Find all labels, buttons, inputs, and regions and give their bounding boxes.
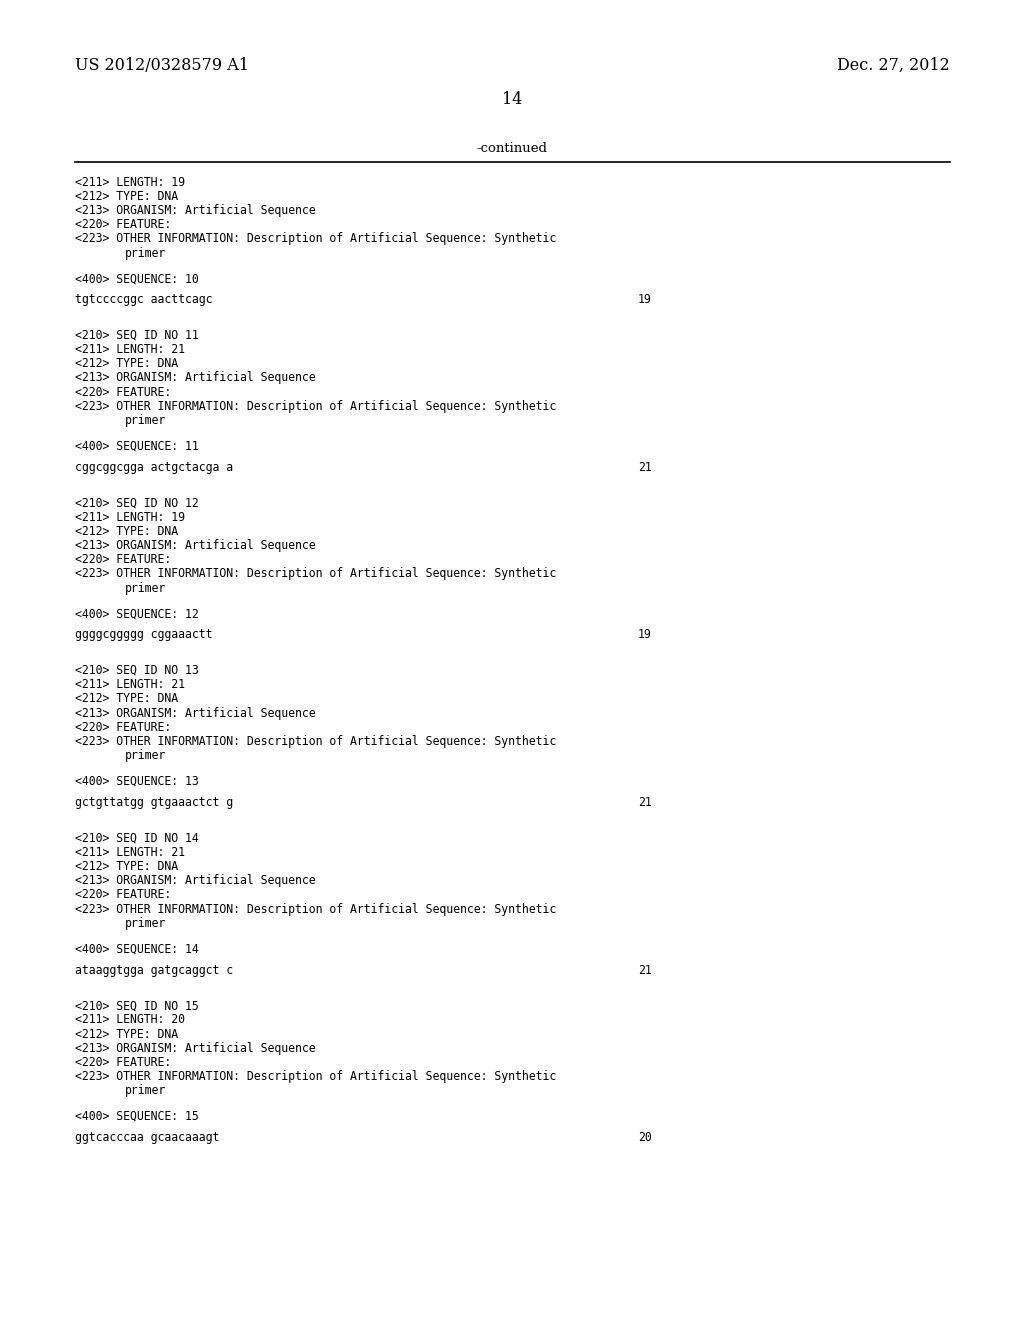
Text: <211> LENGTH: 19: <211> LENGTH: 19: [75, 511, 185, 524]
Text: <400> SEQUENCE: 12: <400> SEQUENCE: 12: [75, 607, 199, 620]
Text: <223> OTHER INFORMATION: Description of Artificial Sequence: Synthetic: <223> OTHER INFORMATION: Description of …: [75, 400, 556, 413]
Text: <223> OTHER INFORMATION: Description of Artificial Sequence: Synthetic: <223> OTHER INFORMATION: Description of …: [75, 1071, 556, 1084]
Text: <210> SEQ ID NO 13: <210> SEQ ID NO 13: [75, 664, 199, 677]
Text: <223> OTHER INFORMATION: Description of Artificial Sequence: Synthetic: <223> OTHER INFORMATION: Description of …: [75, 568, 556, 581]
Text: tgtccccggc aacttcagc: tgtccccggc aacttcagc: [75, 293, 213, 306]
Text: primer: primer: [125, 1084, 166, 1097]
Text: gctgttatgg gtgaaactct g: gctgttatgg gtgaaactct g: [75, 796, 233, 809]
Text: primer: primer: [125, 414, 166, 428]
Text: <400> SEQUENCE: 13: <400> SEQUENCE: 13: [75, 775, 199, 788]
Text: primer: primer: [125, 750, 166, 762]
Text: primer: primer: [125, 582, 166, 594]
Text: <211> LENGTH: 20: <211> LENGTH: 20: [75, 1014, 185, 1027]
Text: cggcggcgga actgctacga a: cggcggcgga actgctacga a: [75, 461, 233, 474]
Text: 21: 21: [638, 796, 651, 809]
Text: <220> FEATURE:: <220> FEATURE:: [75, 721, 171, 734]
Text: <210> SEQ ID NO 14: <210> SEQ ID NO 14: [75, 832, 199, 845]
Text: <213> ORGANISM: Artificial Sequence: <213> ORGANISM: Artificial Sequence: [75, 1041, 315, 1055]
Text: <212> TYPE: DNA: <212> TYPE: DNA: [75, 1027, 178, 1040]
Text: -continued: -continued: [476, 141, 548, 154]
Text: primer: primer: [125, 917, 166, 929]
Text: primer: primer: [125, 247, 166, 260]
Text: <223> OTHER INFORMATION: Description of Artificial Sequence: Synthetic: <223> OTHER INFORMATION: Description of …: [75, 735, 556, 748]
Text: <212> TYPE: DNA: <212> TYPE: DNA: [75, 525, 178, 537]
Text: <211> LENGTH: 21: <211> LENGTH: 21: [75, 678, 185, 692]
Text: <210> SEQ ID NO 15: <210> SEQ ID NO 15: [75, 999, 199, 1012]
Text: <212> TYPE: DNA: <212> TYPE: DNA: [75, 190, 178, 203]
Text: <211> LENGTH: 21: <211> LENGTH: 21: [75, 846, 185, 859]
Text: <223> OTHER INFORMATION: Description of Artificial Sequence: Synthetic: <223> OTHER INFORMATION: Description of …: [75, 232, 556, 246]
Text: 21: 21: [638, 461, 651, 474]
Text: <211> LENGTH: 21: <211> LENGTH: 21: [75, 343, 185, 356]
Text: ataaggtgga gatgcaggct c: ataaggtgga gatgcaggct c: [75, 964, 233, 977]
Text: 19: 19: [638, 293, 651, 306]
Text: <220> FEATURE:: <220> FEATURE:: [75, 385, 171, 399]
Text: <400> SEQUENCE: 10: <400> SEQUENCE: 10: [75, 272, 199, 285]
Text: <220> FEATURE:: <220> FEATURE:: [75, 553, 171, 566]
Text: <213> ORGANISM: Artificial Sequence: <213> ORGANISM: Artificial Sequence: [75, 539, 315, 552]
Text: <212> TYPE: DNA: <212> TYPE: DNA: [75, 693, 178, 705]
Text: US 2012/0328579 A1: US 2012/0328579 A1: [75, 57, 249, 74]
Text: <213> ORGANISM: Artificial Sequence: <213> ORGANISM: Artificial Sequence: [75, 706, 315, 719]
Text: 20: 20: [638, 1131, 651, 1144]
Text: <220> FEATURE:: <220> FEATURE:: [75, 1056, 171, 1069]
Text: <400> SEQUENCE: 14: <400> SEQUENCE: 14: [75, 942, 199, 956]
Text: ggggcggggg cggaaactt: ggggcggggg cggaaactt: [75, 628, 213, 642]
Text: <212> TYPE: DNA: <212> TYPE: DNA: [75, 358, 178, 370]
Text: <213> ORGANISM: Artificial Sequence: <213> ORGANISM: Artificial Sequence: [75, 874, 315, 887]
Text: 14: 14: [502, 91, 522, 108]
Text: 21: 21: [638, 964, 651, 977]
Text: ggtcacccaa gcaacaaagt: ggtcacccaa gcaacaaagt: [75, 1131, 219, 1144]
Text: <210> SEQ ID NO 11: <210> SEQ ID NO 11: [75, 329, 199, 342]
Text: <220> FEATURE:: <220> FEATURE:: [75, 218, 171, 231]
Text: <212> TYPE: DNA: <212> TYPE: DNA: [75, 859, 178, 873]
Text: <210> SEQ ID NO 12: <210> SEQ ID NO 12: [75, 496, 199, 510]
Text: <213> ORGANISM: Artificial Sequence: <213> ORGANISM: Artificial Sequence: [75, 203, 315, 216]
Text: <213> ORGANISM: Artificial Sequence: <213> ORGANISM: Artificial Sequence: [75, 371, 315, 384]
Text: Dec. 27, 2012: Dec. 27, 2012: [838, 57, 950, 74]
Text: 19: 19: [638, 628, 651, 642]
Text: <400> SEQUENCE: 11: <400> SEQUENCE: 11: [75, 440, 199, 453]
Text: <400> SEQUENCE: 15: <400> SEQUENCE: 15: [75, 1110, 199, 1123]
Text: <211> LENGTH: 19: <211> LENGTH: 19: [75, 176, 185, 189]
Text: <223> OTHER INFORMATION: Description of Artificial Sequence: Synthetic: <223> OTHER INFORMATION: Description of …: [75, 903, 556, 916]
Text: <220> FEATURE:: <220> FEATURE:: [75, 888, 171, 902]
